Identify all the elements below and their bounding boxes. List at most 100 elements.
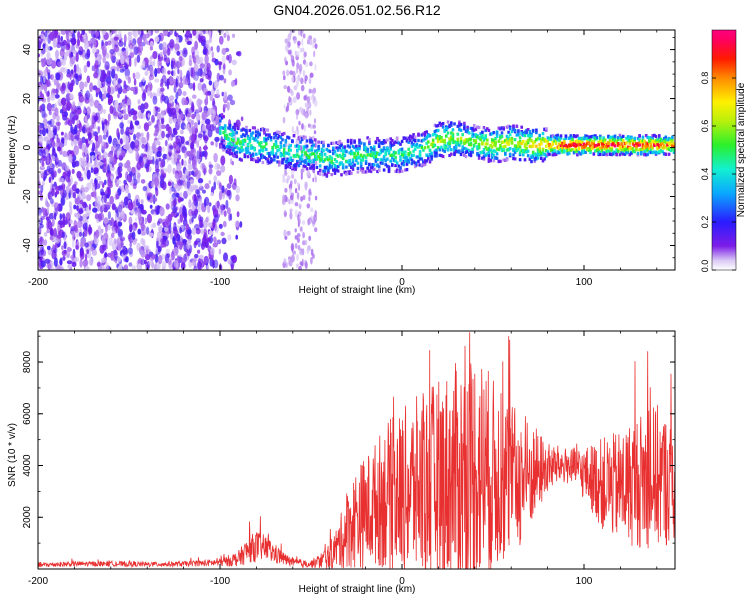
heatmap-noise-cell: [46, 245, 51, 251]
heatmap-noise-cell: [299, 47, 303, 53]
heatmap-ridge-cell: [482, 136, 486, 140]
heatmap-ridge-cell: [443, 140, 446, 144]
heatmap-ridge-cell: [464, 138, 468, 142]
heatmap-noise-cell: [139, 203, 144, 211]
heatmap-noise-cell: [61, 182, 66, 191]
heatmap-ridge-cell: [300, 150, 304, 154]
heatmap-noise-cell: [72, 192, 77, 199]
heatmap-ridge-cell: [230, 137, 234, 141]
heatmap-ridge-cell: [412, 153, 415, 157]
heatmap-noise-cell: [216, 45, 220, 53]
heatmap-ridge-cell: [258, 133, 261, 137]
heatmap-noise-cell: [312, 37, 317, 44]
heatmap-ridge-cell: [471, 147, 474, 151]
heatmap-noise-cell: [291, 76, 295, 83]
heatmap-ridge-cell: [340, 161, 343, 165]
heatmap-noise-cell: [40, 93, 45, 102]
heatmap-ridge-cell: [603, 140, 607, 144]
heatmap-noise-cell: [197, 82, 203, 91]
heatmap-noise-cell: [79, 96, 85, 103]
heatmap-ridge-cell: [376, 151, 379, 155]
heatmap-ridge-cell: [427, 155, 430, 159]
heatmap-ridge-cell: [608, 146, 612, 151]
heatmap-ridge-cell: [569, 143, 573, 147]
heatmap-noise-cell: [45, 91, 50, 98]
heatmap-ridge-cell: [651, 136, 654, 140]
heatmap-ridge-cell: [300, 153, 304, 157]
y-tick-label: 8000: [22, 350, 33, 373]
heatmap-ridge-cell: [602, 136, 605, 140]
heatmap-noise-cell: [193, 56, 197, 66]
heatmap-ridge-cell: [594, 149, 597, 153]
heatmap-noise-cell: [101, 257, 106, 264]
heatmap-noise-cell: [194, 133, 197, 141]
heatmap-ridge-cell: [417, 145, 420, 149]
heatmap-noise-cell: [70, 255, 75, 260]
heatmap-ridge-cell: [636, 136, 640, 141]
heatmap-noise-cell: [167, 181, 172, 187]
heatmap-ridge-cell: [664, 138, 668, 142]
heatmap-ridge-cell: [330, 173, 333, 177]
heatmap-noise-cell: [212, 242, 218, 248]
heatmap-noise-cell: [52, 38, 58, 48]
heatmap-noise-cell: [169, 185, 172, 195]
heatmap-noise-cell: [147, 113, 150, 118]
heatmap-ridge-cell: [445, 145, 448, 149]
heatmap-noise-cell: [309, 72, 314, 78]
heatmap-noise-cell: [41, 59, 46, 68]
heatmap-noise-cell: [76, 205, 79, 212]
heatmap-noise-cell: [81, 30, 85, 36]
heatmap-noise-cell: [183, 253, 187, 263]
heatmap-noise-cell: [43, 231, 48, 237]
heatmap-noise-cell: [225, 199, 229, 210]
heatmap-ridge-cell: [638, 143, 641, 147]
heatmap-ridge-cell: [590, 146, 594, 150]
heatmap-noise-cell: [282, 178, 286, 183]
heatmap-noise-cell: [161, 67, 167, 75]
heatmap-ridge-cell: [649, 138, 653, 142]
heatmap-noise-cell: [285, 262, 288, 269]
heatmap-noise-cell: [86, 194, 92, 202]
heatmap-ridge-cell: [492, 131, 496, 135]
heatmap-noise-cell: [219, 35, 224, 45]
heatmap-ridge-cell: [615, 152, 618, 156]
heatmap-noise-cell: [61, 178, 65, 185]
heatmap-noise-cell: [298, 120, 301, 126]
heatmap-noise-cell: [156, 261, 160, 270]
heatmap-ridge-cell: [340, 149, 343, 153]
heatmap-noise-cell: [203, 232, 208, 242]
heatmap-ridge-cell: [274, 131, 278, 135]
heatmap-noise-cell: [196, 158, 201, 164]
heatmap-ridge-cell: [287, 162, 291, 166]
heatmap-ridge-cell: [448, 142, 451, 146]
heatmap-ridge-cell: [232, 139, 235, 143]
heatmap-ridge-cell: [219, 114, 222, 118]
heatmap-ridge-cell: [366, 136, 369, 140]
heatmap-ridge-cell: [250, 146, 253, 150]
heatmap-ridge-cell: [490, 155, 494, 160]
heatmap-ridge-cell: [490, 152, 494, 156]
heatmap-ridge-cell: [669, 137, 673, 141]
heatmap-ridge-cell: [335, 165, 338, 169]
heatmap-noise-cell: [55, 190, 60, 195]
heatmap-ridge-cell: [284, 160, 288, 164]
heatmap-ridge-cell: [409, 151, 412, 155]
heatmap-ridge-cell: [317, 146, 320, 151]
heatmap-ridge-cell: [654, 138, 658, 143]
heatmap-noise-cell: [138, 156, 143, 163]
heatmap-noise-cell: [306, 96, 310, 104]
heatmap-noise-cell: [107, 135, 112, 145]
heatmap-ridge-cell: [454, 144, 458, 148]
heatmap-noise-cell: [228, 53, 232, 64]
heatmap-ridge-cell: [405, 162, 409, 166]
heatmap-noise-cell: [222, 103, 228, 109]
heatmap-ridge-cell: [551, 142, 555, 146]
heatmap-ridge-cell: [415, 155, 419, 159]
heatmap-noise-cell: [192, 94, 197, 99]
heatmap-ridge-cell: [587, 142, 591, 146]
heatmap-noise-cell: [287, 49, 292, 55]
heatmap-ridge-cell: [250, 133, 253, 138]
heatmap-ridge-cell: [443, 129, 446, 133]
heatmap-noise-cell: [298, 30, 301, 36]
heatmap-ridge-cell: [659, 139, 663, 143]
